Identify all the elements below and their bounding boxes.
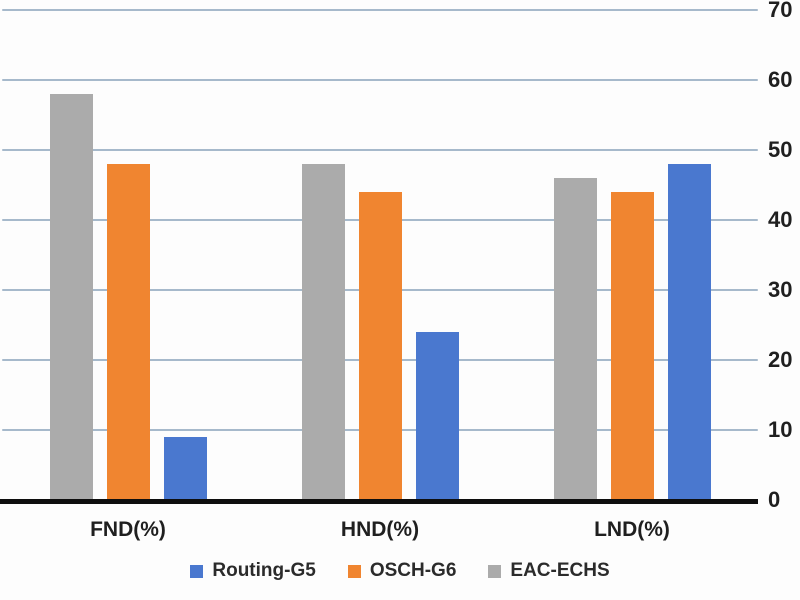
bar-routing-g5-hnd	[416, 332, 459, 500]
y-tick-label-30: 30	[768, 277, 793, 302]
y-tick-label-40: 40	[768, 207, 793, 232]
bar-osch-g6-fnd	[107, 164, 150, 500]
y-tick-label-20: 20	[768, 347, 793, 372]
y-tick-label-50: 50	[768, 137, 793, 162]
y-tick-label-70: 70	[768, 0, 793, 22]
legend-swatch-routing-g5	[190, 564, 204, 578]
legend-label-eac-echs: EAC-ECHS	[510, 560, 610, 581]
x-axis-label-lnd: LND(%)	[594, 518, 670, 541]
bar-osch-g6-lnd	[611, 192, 654, 500]
legend-label-osch-g6: OSCH-G6	[369, 560, 457, 581]
bar-eac-echs-lnd	[554, 178, 597, 500]
bar-eac-echs-fnd	[50, 94, 93, 500]
legend-label-routing-g5: Routing-G5	[212, 560, 316, 581]
legend-swatch-eac-echs	[488, 564, 502, 578]
y-tick-label-60: 60	[768, 67, 793, 92]
bar-routing-g5-fnd	[164, 437, 207, 500]
legend-swatch-osch-g6	[347, 564, 361, 578]
gridline-y-70	[2, 9, 758, 11]
gridline-y-60	[2, 79, 758, 81]
x-axis-label-fnd: FND(%)	[90, 518, 166, 541]
y-tick-label-0: 0	[768, 487, 781, 512]
legend-item-routing-g5: Routing-G5	[190, 560, 316, 582]
x-axis-line	[0, 499, 758, 504]
bar-osch-g6-hnd	[359, 192, 402, 500]
legend-item-osch-g6: OSCH-G6	[347, 560, 457, 582]
x-axis-label-hnd: HND(%)	[340, 518, 420, 541]
gridline-y-50	[2, 149, 758, 151]
bar-routing-g5-lnd	[668, 164, 711, 500]
bar-eac-echs-hnd	[302, 164, 345, 500]
legend: Routing-G5 OSCH-G6 EAC-ECHS	[0, 560, 800, 582]
y-tick-label-10: 10	[768, 417, 793, 442]
legend-item-eac-echs: EAC-ECHS	[488, 560, 610, 582]
